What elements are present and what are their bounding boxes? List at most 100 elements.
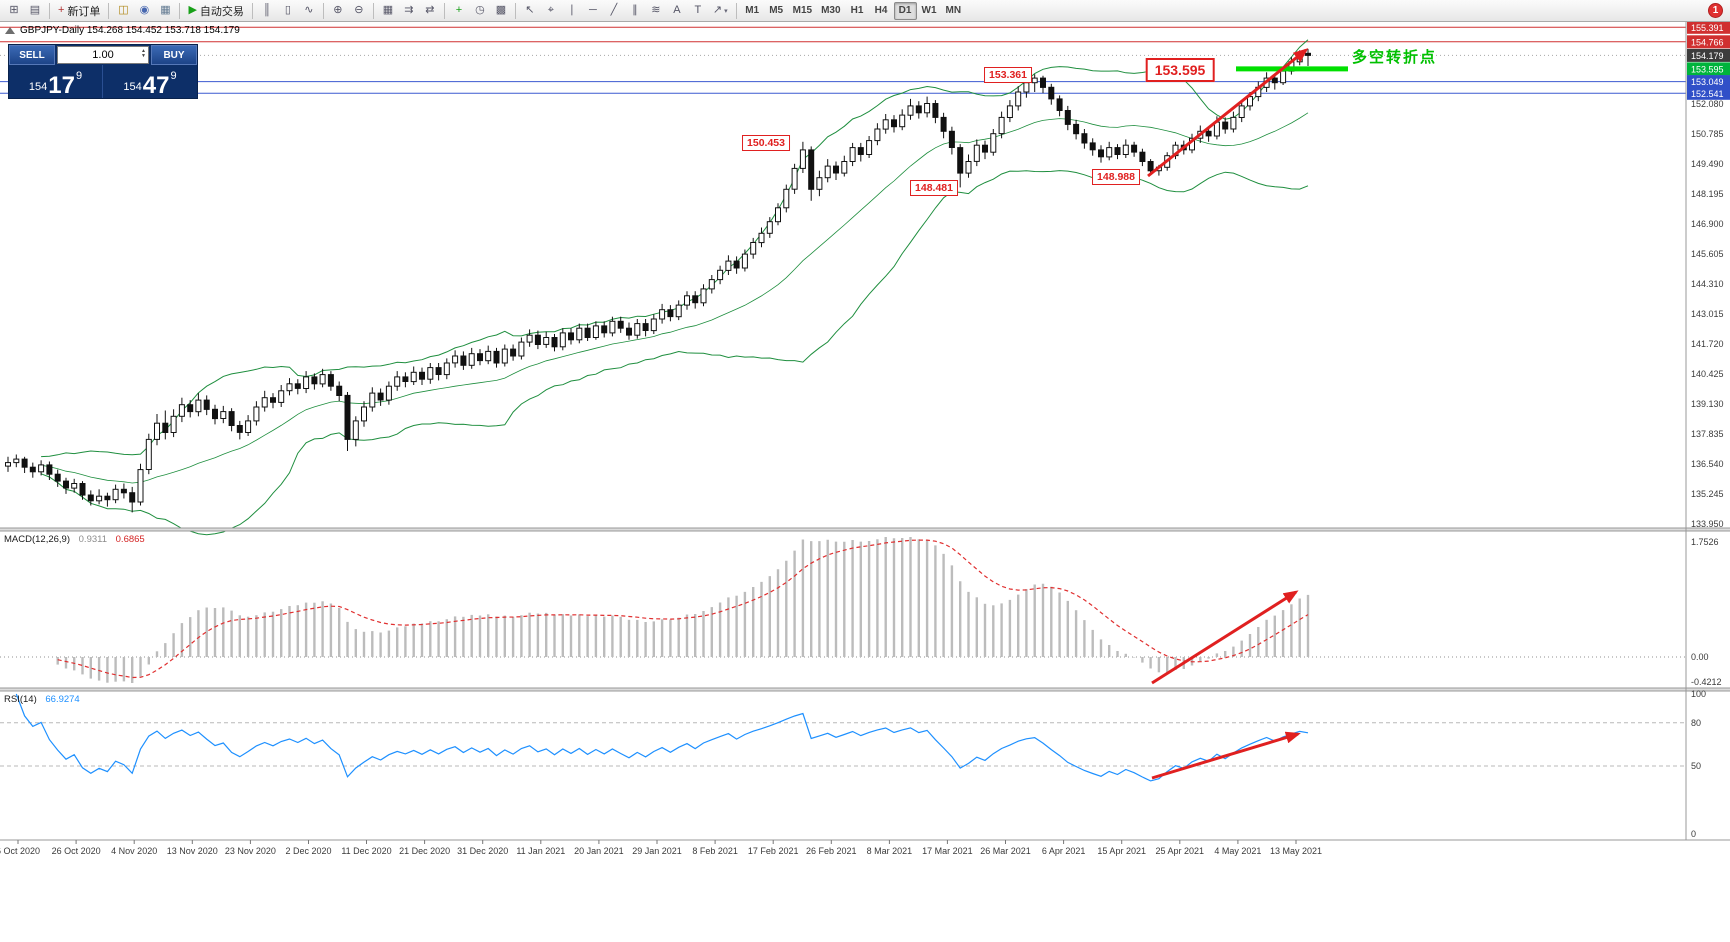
vertical-line-button[interactable]: ∣ <box>562 2 582 20</box>
navigator-button[interactable]: ◉ <box>134 2 154 20</box>
horizontal-line-button[interactable]: ─ <box>583 2 603 20</box>
new-order-icon: + <box>58 4 65 16</box>
toolbar: ⊞ ▤ + 新订单 ◫ ◉ ▦ ▶ 自动交易 ║ ▯ ∿ ⊕ ⊖ ▦ ⇉ ⇄ + ◷ ▩ ↖ ⌖ ∣ ─ ╱ ∥ ≋ A T ↗ ▾ M1 M5… <box>0 0 1730 22</box>
macd-name: MACD(12,26,9) <box>4 534 70 545</box>
one-click-trading-panel: SELL 1.00 ▲ ▼ BUY 154 17 9 154 47 9 <box>8 44 198 99</box>
svg-text:13 Nov 2020: 13 Nov 2020 <box>167 846 218 856</box>
auto-scroll-button[interactable]: ⇉ <box>399 2 419 20</box>
channel-button[interactable]: ∥ <box>625 2 645 20</box>
buy-button[interactable]: BUY <box>151 45 197 65</box>
tf-h4-button[interactable]: H4 <box>870 2 893 20</box>
profiles-button[interactable]: ▤ <box>25 2 45 20</box>
panel-separator[interactable] <box>0 687 1730 692</box>
svg-text:100: 100 <box>1691 689 1706 699</box>
volume-spinner[interactable]: ▲ ▼ <box>141 49 146 59</box>
toolbar-separator <box>49 2 50 19</box>
notification-badge[interactable]: 1 <box>1708 3 1723 18</box>
price-callout-150-453[interactable]: 150.453 <box>742 135 790 151</box>
bollinger-middle-band <box>41 112 1309 484</box>
tile-windows-button[interactable]: ▦ <box>378 2 398 20</box>
auto-trading-button[interactable]: ▶ 自动交易 <box>184 2 247 20</box>
tf-mn-button[interactable]: MN <box>942 2 966 20</box>
toolbar-separator <box>735 2 737 19</box>
svg-text:0.00: 0.00 <box>1691 652 1709 662</box>
svg-text:6 Apr 2021: 6 Apr 2021 <box>1042 846 1086 856</box>
cursor-button[interactable]: ↖ <box>520 2 540 20</box>
bar-chart-button[interactable]: ║ <box>257 2 277 20</box>
svg-text:29 Jan 2021: 29 Jan 2021 <box>632 846 682 856</box>
tf-m30-button-label: M30 <box>821 5 841 16</box>
price-lines[interactable] <box>0 26 1686 94</box>
svg-text:150.785: 150.785 <box>1691 129 1724 139</box>
svg-text:154.179: 154.179 <box>1691 51 1724 61</box>
tf-mn-button-label: MN <box>945 5 962 16</box>
main-trend-arrow[interactable] <box>1147 48 1309 178</box>
volume-up-icon[interactable]: ▲ <box>141 48 146 54</box>
tf-d1-button[interactable]: D1 <box>893 1 917 20</box>
svg-text:80: 80 <box>1691 718 1701 728</box>
chart-shift-button[interactable]: ⇄ <box>420 2 440 20</box>
arrows-icon: ↗ <box>712 4 723 16</box>
ask-price: 154 47 9 <box>103 65 197 98</box>
chart-title-text: GBPJPY-Daily 154.268 154.452 153.718 154… <box>20 25 240 36</box>
volume-down-icon[interactable]: ▼ <box>141 53 146 59</box>
tf-m1-button[interactable]: M1 <box>741 2 764 20</box>
macd-signal-value: 0.6865 <box>115 534 145 545</box>
svg-text:155.391: 155.391 <box>1691 23 1724 33</box>
tf-w1-button[interactable]: W1 <box>918 2 941 20</box>
text-button[interactable]: A <box>667 2 687 20</box>
line-chart-button[interactable]: ∿ <box>299 2 319 20</box>
label-button[interactable]: T <box>688 2 708 20</box>
bid-price: 154 17 9 <box>9 65 103 98</box>
periods-button[interactable]: ◷ <box>470 2 490 20</box>
volume-input[interactable]: 1.00 ▲ ▼ <box>57 46 149 64</box>
candlestick-chart-button[interactable]: ▯ <box>278 2 298 20</box>
tf-m15-button[interactable]: M15 <box>789 2 816 20</box>
new-order-button[interactable]: + 新订单 <box>54 2 104 20</box>
sell-button[interactable]: SELL <box>9 45 55 65</box>
candlesticks[interactable] <box>5 49 1311 513</box>
macd-trend-arrow[interactable] <box>1151 590 1299 685</box>
periods-icon: ◷ <box>475 4 485 16</box>
price-callout-153-595[interactable]: 153.595 <box>1145 58 1215 82</box>
rsi-trend-arrow[interactable] <box>1151 731 1301 780</box>
trendline-button[interactable]: ╱ <box>604 2 624 20</box>
crosshair-button[interactable]: ⌖ <box>541 2 561 20</box>
svg-text:17 Feb 2021: 17 Feb 2021 <box>748 846 799 856</box>
new-chart-button[interactable]: ⊞ <box>4 2 24 20</box>
indicators-icon: + <box>455 4 463 16</box>
fibonacci-button[interactable]: ≋ <box>646 2 666 20</box>
price-callout-153-361[interactable]: 153.361 <box>984 67 1032 83</box>
zoom-in-button[interactable]: ⊕ <box>328 2 348 20</box>
new-chart-icon: ⊞ <box>9 4 19 16</box>
svg-text:137.835: 137.835 <box>1691 429 1724 439</box>
price-axis-tags: 155.391 154.766 154.179 153.595 153.049 152.5… <box>1687 20 1730 100</box>
tf-m5-button[interactable]: M5 <box>765 2 788 20</box>
pivot-annotation-text[interactable]: 多空转折点 <box>1352 49 1438 66</box>
chart-shift-icon: ⇄ <box>425 4 435 16</box>
price-callout-148-481[interactable]: 148.481 <box>910 180 958 196</box>
arrows-button[interactable]: ↗ ▾ <box>709 2 732 20</box>
panel-separator[interactable] <box>0 527 1730 532</box>
indicators-button[interactable]: + <box>449 2 469 20</box>
terminal-button[interactable]: ▦ <box>155 2 175 20</box>
cursor-icon: ↖ <box>525 4 535 16</box>
tile-windows-icon: ▦ <box>382 4 394 16</box>
price-callout-148-988[interactable]: 148.988 <box>1092 169 1140 185</box>
channel-icon: ∥ <box>632 4 638 16</box>
svg-text:149.490: 149.490 <box>1691 159 1724 169</box>
templates-button[interactable]: ▩ <box>491 2 511 20</box>
zoom-out-button[interactable]: ⊖ <box>349 2 369 20</box>
templates-icon: ▩ <box>495 4 507 16</box>
rsi-axis-labels: 100 80 50 0 <box>1691 689 1706 839</box>
tf-m1-button-label: M1 <box>745 5 760 16</box>
tf-m30-button[interactable]: M30 <box>817 2 844 20</box>
market-watch-button[interactable]: ◫ <box>113 2 133 20</box>
tf-h1-button[interactable]: H1 <box>846 2 869 20</box>
profiles-icon: ▤ <box>29 4 41 16</box>
bid-prefix: 154 <box>28 81 48 93</box>
svg-text:8 Feb 2021: 8 Feb 2021 <box>692 846 738 856</box>
